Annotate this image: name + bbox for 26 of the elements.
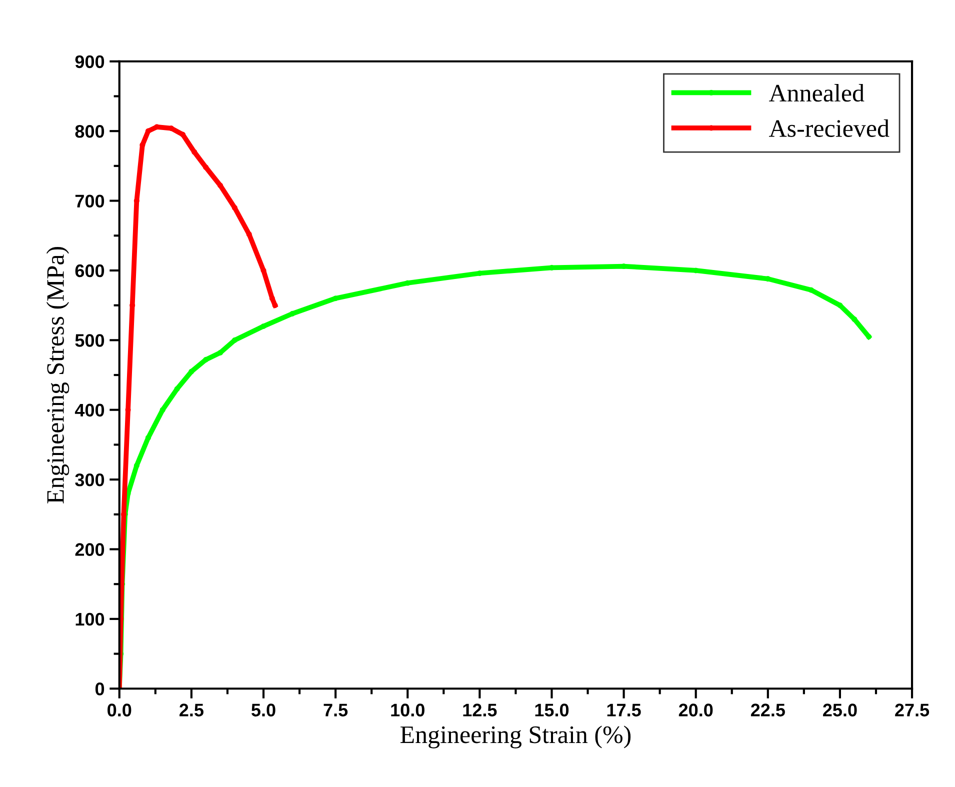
x-tick-label: 12.5 <box>463 704 497 716</box>
x-tick-label: 17.5 <box>607 704 641 716</box>
x-tick-label: 5.0 <box>252 704 276 716</box>
x-tick-label: 10.0 <box>391 704 424 716</box>
x-tick-label: 20.0 <box>678 704 713 716</box>
y-tick-label: 700 <box>75 194 104 208</box>
y-tick-label: 800 <box>75 125 104 138</box>
y-tick-label: 100 <box>76 612 104 626</box>
y-tick-label: 200 <box>75 543 104 556</box>
x-tick-label: 22.5 <box>750 704 785 716</box>
x-tick-label: 15.0 <box>535 704 569 716</box>
y-tick-label: 400 <box>74 404 104 417</box>
y-tick-label: 500 <box>75 334 104 347</box>
legend-label: Annealed <box>769 84 864 102</box>
x-axis-title: Engineering Strain (%) <box>400 726 631 748</box>
x-tick-label: 2.5 <box>180 704 204 716</box>
x-tick-label: 27.5 <box>895 704 930 716</box>
y-tick-label: 900 <box>75 55 104 68</box>
y-tick-label: 0 <box>95 682 104 696</box>
x-tick-label: 25.0 <box>823 704 857 716</box>
x-tick-label: 0.0 <box>108 704 132 716</box>
legend-label: As-recieved <box>769 119 890 137</box>
y-tick-label: 600 <box>75 264 104 278</box>
x-tick-label: 7.5 <box>324 704 348 716</box>
y-tick-label: 300 <box>75 473 104 486</box>
y-axis-title: Engineering Stress (MPa) <box>46 246 70 504</box>
